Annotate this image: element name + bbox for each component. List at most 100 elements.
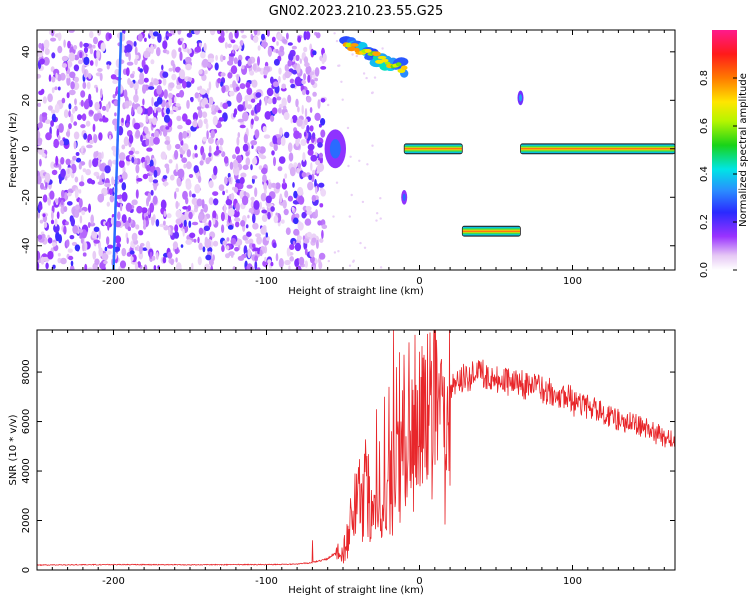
- heatmap-noise-cell: [309, 125, 314, 132]
- heatmap-noise-cell: [60, 168, 66, 178]
- heatmap-noise-cell: [188, 174, 194, 178]
- heatmap-noise-cell: [168, 92, 173, 99]
- heatmap-noise-cell: [179, 89, 185, 98]
- heatmap-noise-cell: [275, 253, 279, 262]
- heatmap-noise-cell: [101, 105, 107, 111]
- heatmap-noise-cell: [247, 58, 252, 66]
- heatmap-noise-cell: [150, 189, 154, 196]
- heatmap-noise-cell: [286, 32, 289, 40]
- heatmap-noise-cell: [127, 78, 131, 85]
- heatmap-noise-cell: [129, 250, 135, 255]
- heatmap-noise-cell: [174, 224, 179, 233]
- heatmap-noise-cell: [362, 72, 366, 75]
- heatmap-noise-cell: [256, 267, 261, 270]
- heatmap-noise-cell: [223, 156, 229, 164]
- heatmap-noise-cell: [160, 151, 167, 160]
- heatmap-noise-cell: [275, 49, 279, 54]
- heatmap-noise-cell: [306, 125, 310, 133]
- heatmap-noise-cell: [271, 107, 278, 115]
- heatmap-noise-cell: [318, 182, 325, 188]
- heatmap-noise-cell: [188, 211, 193, 220]
- heatmap-noise-cell: [241, 34, 247, 39]
- heatmap-noise-cell: [196, 198, 203, 207]
- heatmap-noise-cell: [296, 235, 302, 241]
- heatmap-noise-cell: [251, 243, 256, 249]
- heatmap-noise-cell: [276, 96, 282, 101]
- heatmap-noise-cell: [185, 119, 192, 126]
- heatmap-noise-cell: [41, 112, 48, 117]
- heatmap-noise-cell: [220, 81, 224, 87]
- heatmap-noise-cell: [212, 115, 218, 126]
- heatmap-noise-cell: [109, 195, 115, 203]
- heatmap-noise-cell: [93, 226, 100, 232]
- heatmap-noise-cell: [222, 240, 228, 246]
- heatmap-noise-cell: [43, 56, 50, 66]
- heatmap-noise-cell: [45, 262, 49, 270]
- heatmap-noise-cell: [189, 232, 196, 239]
- heatmap-noise-cell: [375, 219, 378, 222]
- heatmap-noise-cell: [57, 73, 62, 82]
- colorbar-gradient: [712, 30, 737, 270]
- heatmap-noise-cell: [89, 222, 96, 227]
- heatmap-noise-cell: [206, 88, 210, 95]
- snr-x-axis-label: Height of straight line (km): [288, 585, 424, 596]
- heatmap-noise-cell: [95, 86, 99, 93]
- heatmap-noise-cell: [365, 76, 368, 80]
- heatmap-noise-cell: [123, 136, 129, 147]
- heatmap-noise-cell: [175, 209, 182, 218]
- heatmap-noise-cell: [191, 262, 194, 270]
- heatmap-noise-cell: [193, 238, 197, 243]
- heatmap-noise-cell: [318, 261, 323, 270]
- heatmap-noise-cell: [246, 87, 253, 95]
- snr-background: [37, 330, 675, 570]
- heatmap-noise-cell: [67, 40, 71, 49]
- heatmap-noise-cell: [130, 73, 135, 79]
- heatmap-noise-cell: [162, 181, 169, 186]
- heatmap-noise-cell: [227, 224, 234, 230]
- heatmap-noise-cell: [219, 54, 224, 62]
- heatmap-noise-cell: [288, 265, 291, 270]
- heatmap-noise-cell: [67, 188, 74, 194]
- heatmap-noise-cell: [78, 163, 82, 170]
- heatmap-noise-cell: [290, 83, 296, 89]
- heatmap-noise-cell: [304, 248, 308, 256]
- heatmap-noise-cell: [87, 267, 94, 270]
- heatmap-noise-cell: [101, 151, 104, 159]
- heatmap-noise-cell: [89, 30, 94, 39]
- heatmap-noise-cell: [98, 230, 101, 240]
- heatmap-noise-cell: [258, 165, 263, 171]
- heatmap-noise-cell: [135, 164, 140, 174]
- heatmap-noise-cell: [363, 246, 367, 249]
- heatmap-noise-cell: [182, 80, 187, 89]
- heatmap-noise-cell: [125, 122, 130, 128]
- x-tick-label: 0: [416, 576, 422, 587]
- heatmap-noise-cell: [57, 252, 61, 257]
- heatmap-noise-cell: [43, 222, 48, 229]
- heatmap-noise-cell: [93, 113, 100, 122]
- heatmap-noise-cell: [130, 256, 134, 262]
- heatmap-noise-cell: [198, 42, 203, 47]
- heatmap-noise-cell: [166, 33, 173, 37]
- heatmap-noise-cell: [135, 54, 139, 60]
- x-tick-label: -200: [102, 576, 125, 587]
- heatmap-noise-cell: [105, 103, 110, 113]
- heatmap-noise-cell: [314, 178, 317, 188]
- heatmap-noise-cell: [163, 89, 168, 99]
- heatmap-streak: [112, 32, 123, 270]
- heatmap-noise-cell: [237, 118, 244, 123]
- heatmap-noise-cell: [152, 179, 159, 184]
- heatmap-noise-cell: [143, 77, 149, 83]
- heatmap-noise-cell: [282, 39, 288, 44]
- heatmap-noise-cell: [214, 62, 219, 71]
- heatmap-noise-cell: [203, 42, 207, 52]
- heatmap-noise-cell: [306, 96, 312, 103]
- heatmap-noise-cell: [307, 181, 314, 191]
- heatmap-noise-cell: [220, 211, 225, 222]
- heatmap-noise-cell: [69, 235, 75, 240]
- y-tick-label: 0: [21, 567, 32, 573]
- heatmap-noise-cell: [166, 50, 170, 55]
- heatmap-noise-cell: [254, 187, 258, 198]
- heatmap-noise-cell: [332, 215, 335, 218]
- heatmap-noise-cell: [208, 258, 214, 267]
- heatmap-x-axis-label: Height of straight line (km): [288, 286, 424, 297]
